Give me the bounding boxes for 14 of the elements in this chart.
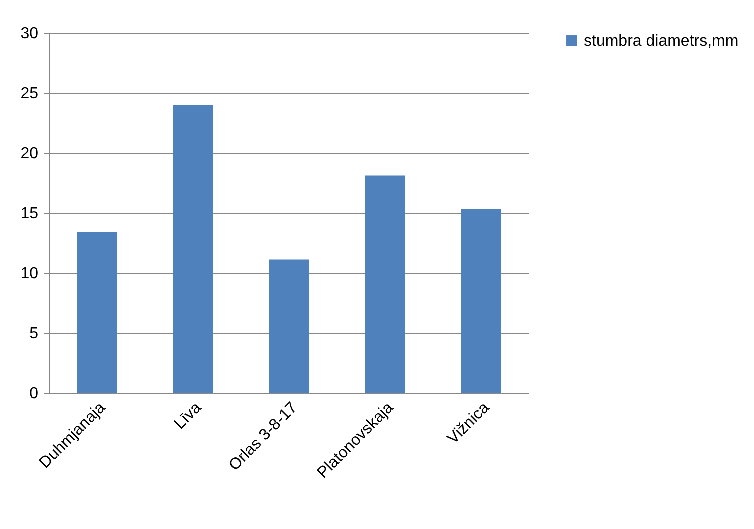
legend-label: stumbra diametrs,mm xyxy=(584,33,739,50)
y-tick-label: 15 xyxy=(20,206,39,222)
bar xyxy=(461,209,501,393)
y-tick-label: 10 xyxy=(20,266,39,282)
y-tick-label: 5 xyxy=(30,326,39,342)
bar xyxy=(77,232,117,393)
bar xyxy=(365,176,405,393)
y-tick-label: 20 xyxy=(20,146,39,162)
bar xyxy=(173,105,213,393)
x-tick-label: Līva xyxy=(172,399,206,433)
bar xyxy=(269,260,309,393)
y-tick-label: 25 xyxy=(20,86,39,102)
y-tick-label: 30 xyxy=(20,26,39,42)
y-tick-label: 0 xyxy=(30,386,39,402)
